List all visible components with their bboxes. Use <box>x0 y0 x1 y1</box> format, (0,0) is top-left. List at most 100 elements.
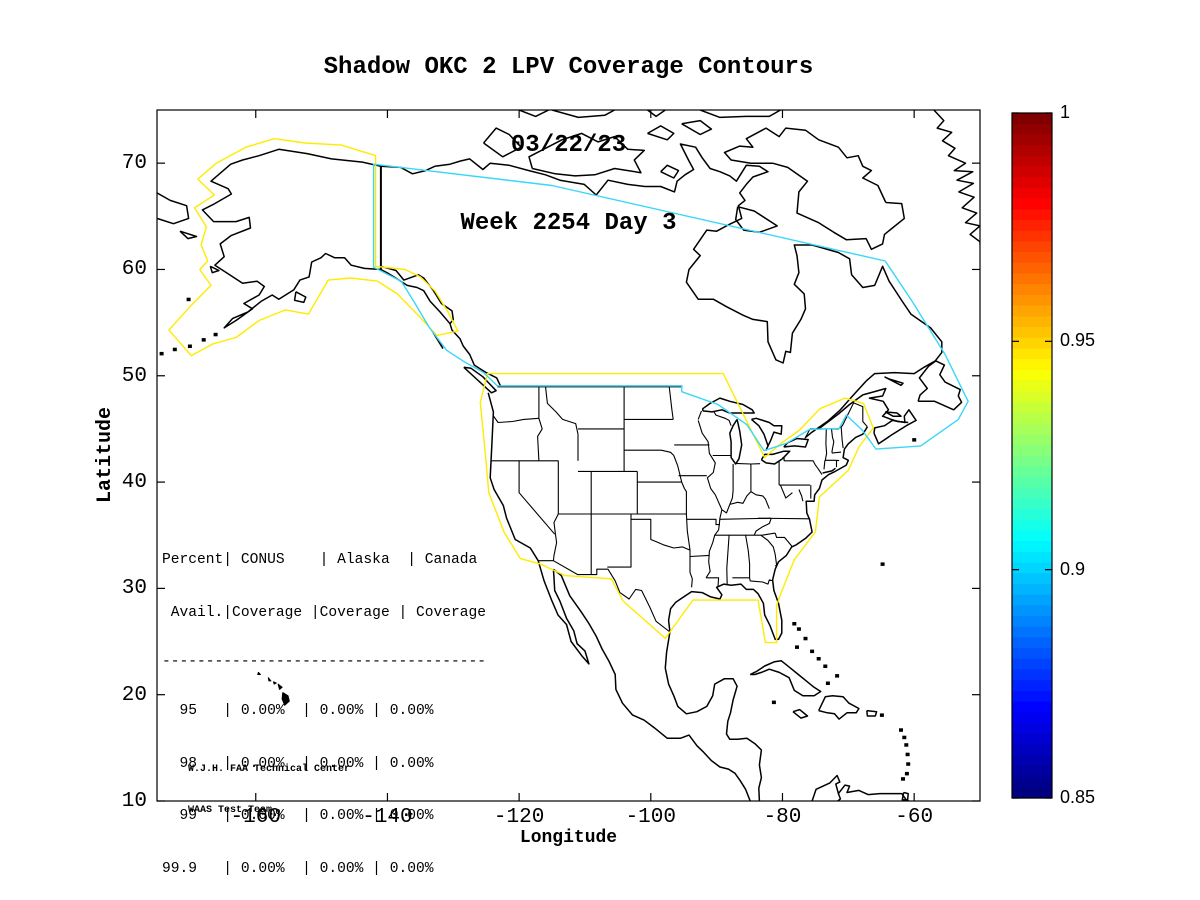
state-borders-path <box>689 550 693 588</box>
colorbar-band <box>1012 509 1052 521</box>
state-borders-path <box>537 418 543 461</box>
state-borders-path <box>624 449 675 456</box>
island-dots-dot <box>899 728 903 732</box>
colorbar-band <box>1012 262 1052 275</box>
colorbar-band <box>1012 316 1052 328</box>
availability-row-95: 95 | 0.00% | 0.00% | 0.00% <box>162 703 434 719</box>
colorbar-band <box>1012 573 1052 585</box>
y-tick-label: 70 <box>121 152 147 176</box>
colorbar-band <box>1012 476 1052 489</box>
coastlines-path <box>729 418 743 465</box>
state-borders-path <box>544 386 579 435</box>
availability-row-99-9: 99.9 | 0.00% | 0.00% | 0.00% <box>162 860 434 877</box>
colorbar-band <box>1012 455 1052 467</box>
y-tick-label: 40 <box>121 471 147 495</box>
state-borders-path <box>729 464 734 505</box>
x-tick-label: -160 <box>230 806 281 829</box>
state-borders-path <box>831 451 842 454</box>
coastlines-path <box>293 291 307 304</box>
axes-box <box>156 109 981 802</box>
colorbar-band <box>1012 626 1052 639</box>
colorbar-band <box>1012 755 1052 767</box>
coastlines-path <box>551 110 615 119</box>
colorbar-band <box>1012 273 1052 285</box>
island-dots-dot <box>201 338 206 342</box>
state-borders-path <box>823 460 826 470</box>
coastlines-path <box>811 774 910 801</box>
colorbar <box>1011 112 1053 799</box>
state-borders-path <box>538 560 671 633</box>
colorbar-band <box>1012 744 1052 756</box>
colorbar-band <box>1012 487 1052 499</box>
coastlines-path <box>933 110 980 258</box>
state-borders-path <box>840 425 844 449</box>
colorbar-band <box>1012 220 1052 232</box>
availability-table-divider: ------------------------------------- <box>162 654 487 670</box>
plot-title-line1: Shadow OKC 2 LPV Coverage Contours <box>323 54 814 81</box>
island-dots-dot <box>879 713 884 717</box>
colorbar-band <box>1012 658 1052 671</box>
colorbar-band <box>1012 594 1052 606</box>
coastlines-path <box>681 119 713 136</box>
colorbar-band <box>1012 648 1052 660</box>
islands-filled-path <box>267 677 272 682</box>
coastlines-path <box>822 467 836 474</box>
state-borders-path <box>779 485 793 499</box>
credit-line1: W.J.H. FAA Technical Center <box>188 764 351 775</box>
colorbar-band <box>1012 669 1052 681</box>
island-dots-dot <box>825 681 830 685</box>
state-borders-path <box>673 455 683 483</box>
colorbar-band <box>1012 252 1052 264</box>
credit-line2: WAAS Test Team <box>188 804 273 816</box>
coastlines-path <box>179 230 198 240</box>
state-borders-path <box>760 534 778 567</box>
colorbar-band <box>1012 113 1052 125</box>
coastlines-path <box>157 192 190 225</box>
state-borders-path <box>713 411 732 426</box>
state-borders-path <box>804 402 868 439</box>
coastlines-path <box>667 426 869 641</box>
state-borders-path <box>782 457 818 469</box>
coastlines-path <box>818 387 909 430</box>
islands-filled-path <box>277 683 283 690</box>
coastlines-path <box>699 110 781 119</box>
colorbar-band <box>1012 444 1052 457</box>
colorbar-band <box>1012 498 1052 510</box>
x-tick-label: -100 <box>625 806 676 829</box>
island-dots-dot <box>904 743 909 747</box>
colorbar-band <box>1012 562 1052 574</box>
colorbar-band <box>1012 187 1052 200</box>
colorbar-band <box>1012 155 1052 168</box>
island-dots-dot <box>213 332 218 337</box>
coastlines-path <box>884 376 904 387</box>
coastlines-path <box>866 709 878 717</box>
island-dots-dot <box>906 762 911 766</box>
colorbar-tick-label: 0.9 <box>1060 558 1086 579</box>
colorbar-band <box>1012 209 1052 221</box>
x-tick-label: -140 <box>362 806 413 829</box>
coastlines-path <box>537 560 590 665</box>
island-dots-dot <box>795 645 799 649</box>
coastlines-path <box>463 366 497 394</box>
availability-row-99: 99 | 0.00% | 0.00% | 0.00% <box>162 808 434 825</box>
y-tick-label: 50 <box>121 364 147 388</box>
colorbar-band <box>1012 412 1052 424</box>
state-borders-path <box>697 420 723 579</box>
colorbar-band <box>1012 198 1052 210</box>
plot-title-week: Week 2254 Day 3 <box>460 210 677 237</box>
island-dots-dot <box>816 657 821 661</box>
colorbar-band <box>1012 723 1052 735</box>
colorbar-frame <box>1011 112 1053 799</box>
state-borders-path <box>729 491 752 505</box>
island-dots-dot <box>771 700 776 705</box>
colorbar-band <box>1012 359 1052 371</box>
coastlines-path <box>723 127 906 251</box>
coastlines-path <box>209 265 220 274</box>
colorbar-band <box>1012 541 1052 553</box>
island-dots-dot <box>902 735 907 740</box>
island-dots-dot <box>880 562 885 566</box>
coastlines-path <box>837 793 842 801</box>
availability-row-98: 98 | 0.00% | 0.00% | 0.00% <box>162 755 434 772</box>
state-borders-path <box>758 517 811 520</box>
